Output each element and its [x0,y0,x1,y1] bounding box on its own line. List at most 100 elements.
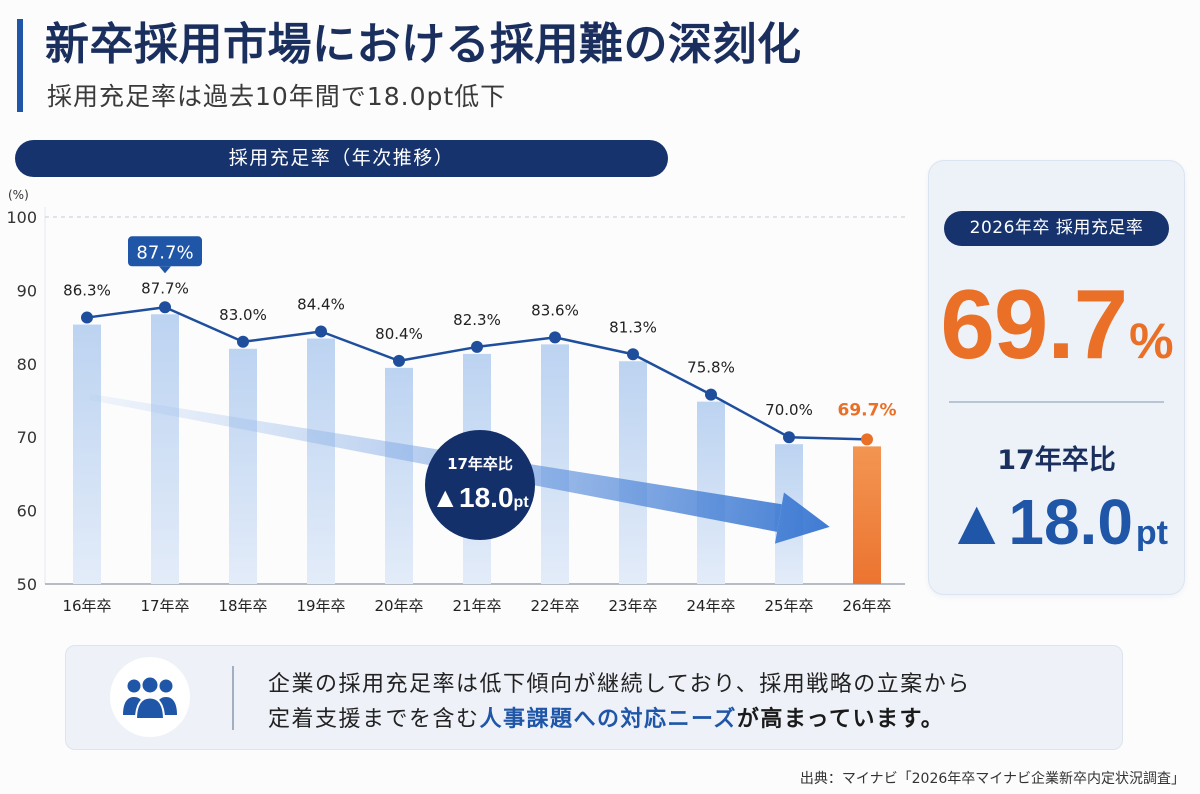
value-label-0: 86.3% [63,282,111,300]
info-divider [232,666,234,730]
value-label-8: 75.8% [687,359,735,377]
value-label-unit-6: % [565,301,579,319]
summary-card-value-number: 69.7 [940,269,1128,379]
summary-card-comparison-label: 17年卒比 [997,445,1116,476]
callout-pointer [159,266,171,274]
summary-card-comparison-number: ▲18.0 [945,486,1133,558]
bar-7 [619,361,647,584]
value-label-number-8: 75.8 [687,359,720,377]
y-tick-label-1: 60 [17,502,37,521]
info-box: 企業の採用充足率は低下傾向が継続しており、採用戦略の立案から 定着支援までを含む… [65,645,1123,750]
x-tick-label-8: 24年卒 [686,597,735,615]
y-tick-label-4: 90 [17,281,37,300]
point-3 [315,325,327,338]
x-tick-label-5: 21年卒 [452,597,501,615]
x-tick-label-6: 22年卒 [530,597,579,615]
people-group-icon [123,675,177,719]
trend-annotation-number: ▲18.0 [431,482,513,513]
y-tick-label-2: 70 [17,428,37,447]
bar-1 [151,314,179,584]
person-center-body [134,696,166,719]
bar-6 [541,344,569,584]
bar-0 [73,324,101,584]
value-label-number-0: 86.3 [63,282,96,300]
point-8 [705,388,717,401]
point-9 [783,431,795,444]
chart-axes: (%) 50 60 70 80 90 100 [6,188,905,594]
value-label-4: 80.4% [375,325,423,343]
x-tick-label-1: 17年卒 [140,597,189,615]
info-text-line-2: 定着支援までを含む人事課題への対応ニーズが高まっています。 [268,702,971,737]
info-text-line-2-prefix: 定着支援までを含む [268,707,480,732]
callout-box [128,236,202,267]
value-label-6: 83.6% [531,301,579,319]
point-2 [237,335,249,348]
info-text-highlight: 人事課題への対応ニーズ [479,707,737,732]
page-title: 新卒採用市場における採用難の深刻化 [45,19,802,70]
info-text-line-1: 企業の採用充足率は低下傾向が継続しており、採用戦略の立案から [268,672,971,697]
value-label-9: 70.0% [765,401,813,419]
chart-points [81,301,873,446]
value-label-2: 83.0% [219,306,267,324]
trend-annotation-circle [425,430,535,540]
trend-annotation: 17年卒比 ▲18.0pt [425,430,535,540]
y-axis-label: (%) [8,188,29,202]
summary-card-comparison-unit: pt [1135,514,1168,552]
value-label-unit-7: % [643,318,657,336]
chart-value-labels: 86.3% 87.7%83.0%84.4%80.4%82.3%83.6%81.3%… [63,279,896,420]
value-label-1: 87.7% [141,279,189,297]
trend-annotation-label: 17年卒比 [447,455,513,473]
summary-card-value-unit: % [1129,313,1173,369]
bar-10 [853,446,881,584]
source-note: 出典：マイナビ「2026年卒マイナビ企業新卒内定状況調査」 [799,771,1185,787]
callout-label-unit: % [176,242,193,263]
value-label-number-5: 82.3 [453,311,486,329]
point-6 [549,331,561,344]
title-accent-bar [17,19,23,112]
person-center-head [140,675,160,695]
summary-card: 2026年卒 採用充足率 69.7% 17年卒比 ▲18.0pt [928,160,1185,595]
bar-4 [385,367,413,584]
callout-label-number: 87.7 [136,242,176,263]
value-label-3: 84.4% [297,296,345,314]
point-4 [393,354,405,367]
x-tick-label-9: 25年卒 [764,597,813,615]
value-label-unit-10: % [879,400,896,420]
peak-callout: 87.7% [128,236,202,274]
value-label-unit-9: % [799,401,813,419]
summary-card-value: 69.7% [929,274,1184,374]
bar-2 [229,348,257,584]
y-tick-label-5: 100 [6,208,37,227]
value-label-unit-2: % [253,306,267,324]
x-tick-label-4: 20年卒 [374,597,423,615]
summary-card-divider [949,401,1164,403]
bar-3 [307,338,335,584]
person-left-head [127,679,141,693]
value-label-number-7: 81.3 [609,318,642,336]
chart-x-labels: 16年卒 17年卒 18年卒 19年卒 20年卒 21年卒 22年卒 23年卒 24年卒 25年卒… [62,597,891,615]
x-tick-label-10: 26年卒 [842,597,891,615]
value-label-number-4: 80.4 [375,325,408,343]
info-text: 企業の採用充足率は低下傾向が継続しており、採用戦略の立案から 定着支援までを含む… [268,667,971,737]
value-label-unit-4: % [409,325,423,343]
trend-annotation-value: ▲18.0pt [431,482,529,513]
info-text-line-2-suffix: が高まっています。 [736,707,945,732]
x-tick-label-0: 16年卒 [62,597,111,615]
value-label-unit-3: % [331,296,345,314]
x-tick-label-7: 23年卒 [608,597,657,615]
trend-arrow-head [774,492,830,544]
summary-card-badge: 2026年卒 採用充足率 [944,211,1169,246]
person-right-head [159,679,173,693]
value-label-unit-8: % [721,359,735,377]
value-label-number-9: 70.0 [765,401,798,419]
callout-label: 87.7% [136,242,193,263]
value-label-number-1: 87.7 [141,279,174,297]
value-label-number-3: 84.4 [297,296,330,314]
chart-bars [73,314,881,584]
value-label-unit-5: % [487,311,501,329]
value-label-10: 69.7% [838,400,897,420]
page-subtitle: 採用充足率は過去10年間で18.0pt低下 [47,82,507,111]
point-5 [471,340,483,353]
value-label-7: 81.3% [609,318,657,336]
